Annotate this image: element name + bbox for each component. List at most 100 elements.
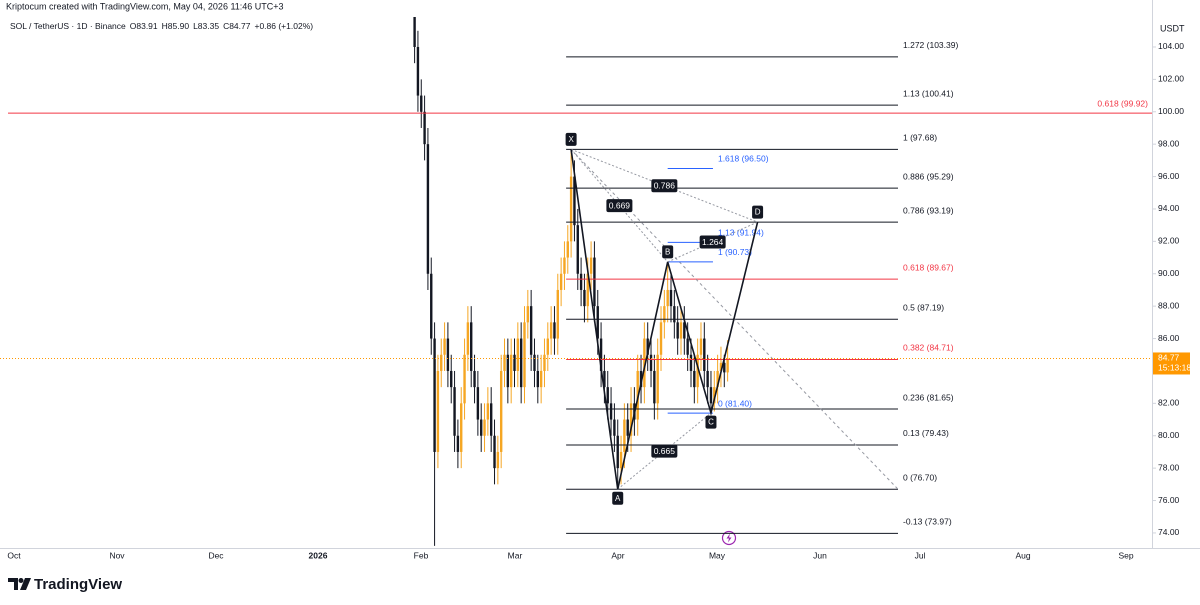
candle-body bbox=[629, 403, 633, 436]
candle-body bbox=[596, 306, 599, 339]
brand-logo bbox=[8, 578, 31, 590]
ratio-box bbox=[651, 444, 678, 458]
fib-label: 1 (97.68) bbox=[903, 133, 937, 143]
candle-body bbox=[709, 387, 713, 404]
point-label: C bbox=[708, 418, 714, 427]
alert-icon bbox=[721, 530, 737, 546]
x-tick-label: Feb bbox=[414, 550, 429, 560]
y-tick-label: 90.00 bbox=[1158, 268, 1180, 278]
candle-body bbox=[643, 338, 646, 388]
x-tick-label: Jun bbox=[813, 550, 827, 560]
candle-body bbox=[723, 362, 726, 373]
candle-body bbox=[606, 387, 609, 404]
candle-body bbox=[539, 370, 543, 388]
point-marker bbox=[662, 245, 674, 259]
candle-body bbox=[493, 435, 496, 469]
candle-body bbox=[480, 419, 483, 436]
credit: Kriptocum created with TradingView.com, … bbox=[6, 1, 284, 11]
fib-label: 0.618 (89.67) bbox=[903, 262, 954, 272]
candle-body bbox=[433, 338, 436, 452]
point-label: A bbox=[615, 494, 621, 503]
candle-body bbox=[716, 370, 719, 388]
candle-body bbox=[579, 273, 583, 290]
candle-body bbox=[453, 387, 456, 436]
candle-body bbox=[486, 403, 490, 420]
candle-body bbox=[466, 322, 470, 355]
candle-body bbox=[533, 354, 536, 371]
point-marker bbox=[752, 205, 764, 219]
candle-body bbox=[499, 370, 503, 452]
fib-label: 0 (76.70) bbox=[903, 472, 937, 482]
candle-body bbox=[559, 273, 563, 290]
candle-body bbox=[613, 419, 616, 436]
ratio-box bbox=[606, 199, 633, 213]
fib-label: 0.886 (95.29) bbox=[903, 171, 954, 181]
candle-body bbox=[566, 241, 569, 258]
currency: USDT bbox=[1160, 23, 1185, 33]
candle-body bbox=[593, 257, 596, 307]
candle-body bbox=[426, 144, 430, 274]
candle-body bbox=[719, 362, 723, 371]
x-tick-label: Dec bbox=[208, 550, 224, 560]
candle-body bbox=[576, 225, 579, 274]
point-label: D bbox=[755, 208, 761, 217]
candle-body bbox=[589, 257, 593, 274]
candle-body bbox=[603, 370, 606, 388]
candle-body bbox=[529, 306, 533, 355]
fib-label: -0.13 (73.97) bbox=[903, 517, 952, 527]
candle-body bbox=[666, 289, 669, 307]
x-tick-label: Apr bbox=[611, 550, 624, 560]
candle-body bbox=[689, 354, 693, 371]
point-marker bbox=[565, 132, 577, 146]
candle-body bbox=[483, 419, 486, 436]
fib-label: 0.5 (87.19) bbox=[903, 303, 944, 313]
brand: TradingView bbox=[34, 576, 122, 593]
y-tick-label: 74.00 bbox=[1158, 527, 1180, 537]
fib-label: 1.13 (100.41) bbox=[903, 88, 954, 98]
candle-body bbox=[436, 370, 440, 452]
candle-body bbox=[713, 387, 716, 404]
legend: SOL / TetherUS · 1D · Binance O83.91 H85.9… bbox=[10, 21, 313, 31]
pattern-diagonal bbox=[570, 149, 669, 263]
candle-body bbox=[470, 322, 473, 371]
candle-body bbox=[616, 435, 619, 469]
candle-body bbox=[506, 354, 510, 388]
candle-body bbox=[646, 338, 649, 355]
candle-body bbox=[623, 419, 626, 452]
candle-body bbox=[430, 273, 433, 339]
change: +0.86 (+1.02%) bbox=[254, 21, 313, 31]
fib-extension-label: 1.618 (96.50) bbox=[718, 154, 769, 164]
y-tick-label: 82.00 bbox=[1158, 398, 1180, 408]
candle-body bbox=[519, 338, 523, 388]
candle-body bbox=[556, 289, 559, 339]
y-tick-label: 76.00 bbox=[1158, 495, 1180, 505]
fib-label: 0.786 (93.19) bbox=[903, 205, 954, 215]
candle-body bbox=[446, 338, 450, 371]
candle-body bbox=[669, 289, 673, 307]
candle-body bbox=[440, 354, 443, 371]
candle-body bbox=[513, 354, 516, 371]
y-tick-label: 98.00 bbox=[1158, 138, 1180, 148]
candle-body bbox=[569, 176, 573, 242]
y-tick-label: 100.00 bbox=[1158, 106, 1184, 116]
fib-label: 0.382 (84.71) bbox=[903, 343, 954, 353]
candle-body bbox=[413, 17, 416, 47]
x-tick-label: Aug bbox=[1015, 550, 1030, 560]
y-tick-label: 78.00 bbox=[1158, 462, 1180, 472]
candle-body bbox=[420, 95, 423, 112]
candle-body bbox=[563, 257, 566, 274]
x-tick-label: Oct bbox=[7, 550, 21, 560]
y-tick-label: 94.00 bbox=[1158, 203, 1180, 213]
candle-body bbox=[676, 322, 679, 339]
x-tick-label: Sep bbox=[1118, 550, 1133, 560]
candle-body bbox=[523, 322, 526, 388]
fib-label: 0.236 (81.65) bbox=[903, 392, 954, 402]
candle-body bbox=[496, 451, 500, 469]
pattern-path bbox=[570, 149, 759, 490]
candle-body bbox=[463, 354, 466, 404]
candle-body bbox=[553, 322, 556, 339]
candle-body bbox=[649, 354, 653, 371]
candle-body bbox=[703, 338, 706, 371]
candle-body bbox=[659, 322, 663, 355]
